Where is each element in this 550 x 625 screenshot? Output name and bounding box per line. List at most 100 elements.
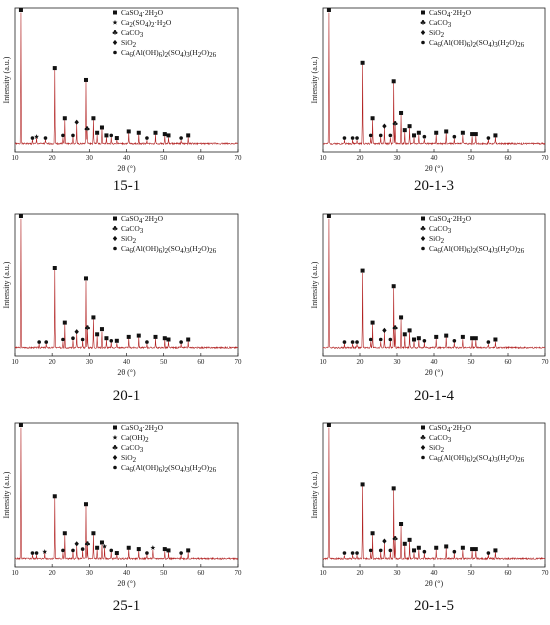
peak-marker [62,116,67,121]
peak-marker [422,339,427,343]
peak-marker [493,133,498,138]
peak-marker [368,337,373,342]
y-axis-label: Intensity (a.u.) [2,56,11,103]
legend-label: SiO2 [121,453,137,464]
legend-marker [113,465,117,470]
x-tick-label: 30 [394,154,402,162]
panel-caption: 20-1-4 [414,388,454,404]
x-tick-label: 40 [431,154,439,162]
peak-marker [95,332,100,337]
peak-marker [486,136,491,140]
peak-marker [412,548,417,553]
legend-label: CaSO4·2H2O [429,8,472,19]
peak-marker [388,337,393,342]
peak-marker [52,494,57,499]
legend-label: CaSO4·2H2O [429,423,472,434]
x-tick-label: 40 [431,358,439,366]
peak-marker [388,133,393,138]
x-tick-label: 70 [542,358,550,366]
legend-marker [112,30,118,35]
x-tick-label: 20 [49,358,57,366]
legend-label: SiO2 [121,234,137,245]
legend-label: Ca6(Al(OH)6)2(SO4)3(H2O)26 [429,244,525,255]
peak-marker [99,125,104,130]
peak-marker [136,547,141,552]
peak-marker [145,136,149,140]
legend-marker [421,246,425,251]
legend-label: CaCO3 [429,433,452,444]
x-axis-label: 2θ (°) [117,164,136,173]
legend-marker [421,455,425,460]
peak-marker [402,332,407,337]
peak-marker [83,502,88,507]
peak-marker [391,79,396,84]
legend-label: SiO2 [429,443,445,454]
panel-caption: 25-1 [113,598,141,614]
x-tick-label: 70 [235,154,243,162]
legend-label: CaCO3 [121,443,144,454]
peak-marker [370,531,375,536]
peak-marker [91,315,96,320]
x-tick-label: 10 [12,569,20,577]
peak-marker [360,268,365,273]
peak-marker [407,124,412,129]
legend-label: SiO2 [429,28,445,39]
peak-marker [18,214,23,218]
legend-label: CaSO4·2H2O [121,214,164,225]
x-tick-label: 10 [320,154,328,162]
peak-marker [109,339,114,343]
x-tick-label: 60 [505,569,513,577]
x-tick-label: 30 [86,569,94,577]
xrd-trace [14,427,239,561]
peak-marker [179,340,183,344]
peak-marker [392,121,398,126]
peak-marker [342,340,347,344]
x-axis-label: 2θ (°) [425,164,444,173]
peak-marker [355,551,359,555]
peak-marker [84,541,90,547]
peak-marker [460,130,465,135]
peak-marker [391,486,396,491]
x-tick-label: 20 [49,154,57,162]
legend-marker [420,435,426,440]
peak-marker [486,340,491,344]
peak-marker [382,327,387,333]
legend-marker [421,216,425,221]
legend-label: Ca6(Al(OH)6)2(SO4)3(H2O)26 [121,463,217,474]
peak-marker [43,136,48,140]
peak-marker [71,548,75,553]
legend-label: CaCO3 [429,224,452,235]
peak-marker [95,545,100,550]
y-axis-label: Intensity (a.u.) [2,471,11,518]
y-axis-label: Intensity (a.u.) [310,471,319,518]
peak-marker [416,545,421,550]
x-tick-label: 50 [160,358,168,366]
x-tick-label: 30 [394,358,402,366]
x-tick-label: 30 [394,569,402,577]
peak-marker [444,129,449,134]
legend-label: Ca6(Al(OH)6)2(SO4)3(H2O)26 [121,48,217,59]
peak-marker [102,543,108,549]
x-tick-label: 70 [542,154,550,162]
legend-marker [113,425,117,430]
x-tick-label: 20 [49,569,57,577]
peak-marker [399,522,404,526]
x-tick-label: 70 [235,358,243,366]
legend-label: CaSO4·2H2O [429,214,472,225]
peak-marker [61,133,65,138]
peak-marker [350,340,355,344]
legend-marker [112,445,118,450]
peak-marker [452,549,457,554]
peak-marker [30,551,35,555]
peak-marker [162,132,167,137]
peak-marker [407,537,412,542]
peak-marker [416,130,421,135]
x-tick-label: 20 [357,154,365,162]
peak-marker [402,541,407,546]
peak-marker [326,8,331,12]
legend-label: CaSO4·2H2O [121,8,164,19]
x-tick-label: 70 [542,569,550,577]
peak-marker [412,337,417,342]
x-tick-label: 50 [468,569,476,577]
